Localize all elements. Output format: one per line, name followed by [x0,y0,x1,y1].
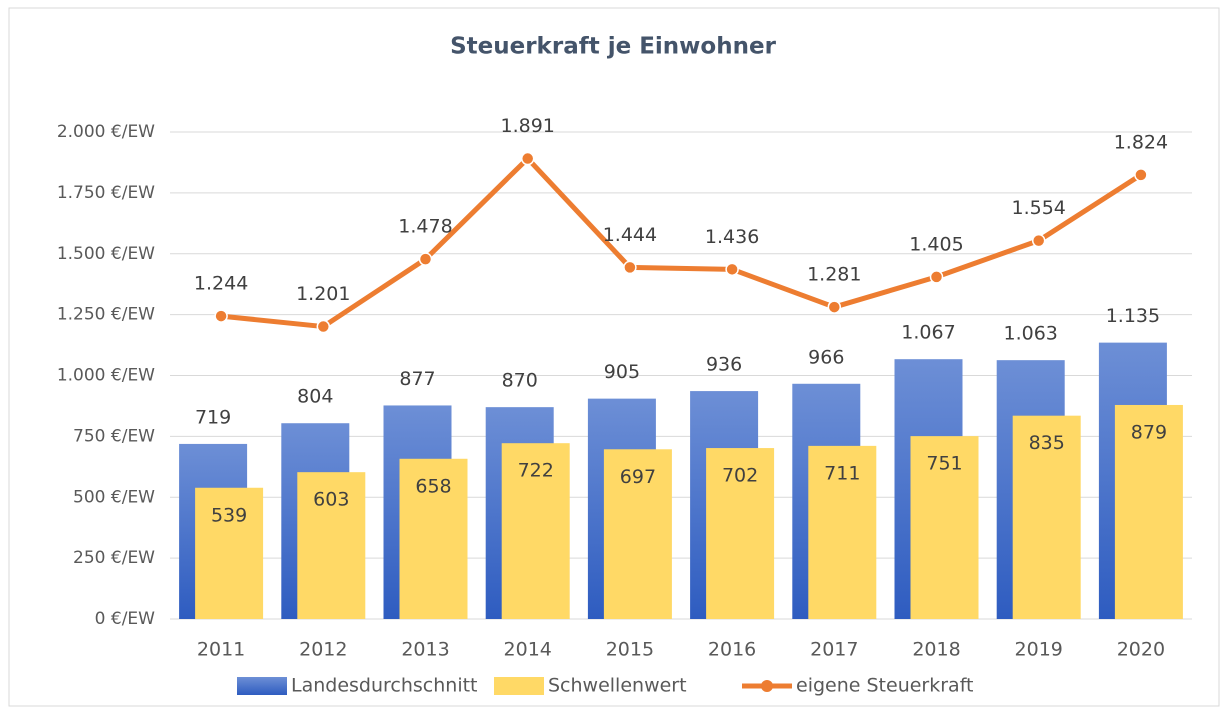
chart-title: Steuerkraft je Einwohner [450,34,776,60]
bar [195,487,264,619]
line-point [1134,168,1148,182]
data-label: 966 [808,346,844,368]
line-point [827,300,842,314]
bar [1114,404,1183,619]
data-label: 1.135 [1106,305,1160,327]
bar [706,448,775,619]
line-point [623,260,637,275]
y-tick-label: 1.250 €/EW [57,305,155,325]
data-label: 905 [604,361,640,383]
line-point [418,252,433,266]
bar [501,443,570,619]
line-point [520,151,535,166]
data-label: 702 [722,465,758,487]
x-tick-label: 2016 [708,639,756,661]
bar [910,436,979,619]
data-label: 1.444 [603,224,657,246]
legend-swatch [494,677,544,695]
data-label: 1.067 [901,322,955,344]
x-tick-label: 2014 [504,639,552,661]
line-point [1031,233,1046,248]
y-tick-label: 750 €/EW [73,426,155,446]
bar [399,458,468,619]
data-label: 711 [824,462,860,484]
y-tick-label: 1.750 €/EW [57,183,155,203]
y-tick-label: 250 €/EW [73,548,155,568]
data-label: 1.824 [1114,131,1168,153]
data-label: 722 [518,460,554,482]
bar [603,449,672,619]
data-label: 1.063 [1003,323,1057,345]
line-point [316,319,331,334]
y-tick-label: 2.000 €/EW [57,122,155,142]
x-tick-label: 2017 [810,639,858,661]
legend-swatch [761,680,773,692]
legend-label: eigene Steuerkraft [796,675,974,697]
x-tick-label: 2018 [912,639,960,661]
data-label: 804 [297,386,333,408]
data-label: 877 [399,368,435,390]
x-tick-label: 2019 [1015,639,1063,661]
line [220,156,1143,330]
data-label: 1.405 [909,233,963,255]
data-label: 870 [502,370,538,392]
data-label: 539 [211,504,247,526]
data-label: 658 [415,475,451,497]
data-label: 1.244 [194,273,248,295]
y-tick-label: 1.500 €/EW [57,244,155,264]
line-point [929,270,944,284]
data-label: 835 [1029,432,1065,454]
x-tick-label: 2013 [401,639,449,661]
data-label: 697 [620,466,656,488]
data-label: 1.436 [705,226,759,248]
data-label: 1.554 [1011,197,1065,219]
x-tick-label: 2015 [606,639,654,661]
bar [297,472,366,619]
data-label: 879 [1131,421,1167,443]
data-label: 936 [706,354,742,376]
data-label: 719 [195,406,231,428]
data-label: 1.891 [500,115,554,137]
line-point [214,309,228,323]
legend-swatch [237,677,287,695]
legend-label: Schwellenwert [548,675,687,697]
data-label: 1.281 [807,264,861,286]
data-label: 1.201 [296,283,350,305]
y-tick-label: 500 €/EW [73,487,155,507]
bar [1012,415,1081,619]
data-label: 603 [313,489,349,511]
data-label: 751 [926,453,962,475]
x-tick-label: 2012 [299,639,347,661]
bar [808,445,877,619]
y-tick-label: 1.000 €/EW [57,366,155,386]
x-tick-label: 2020 [1117,639,1165,661]
data-label: 1.478 [398,216,452,238]
x-tick-label: 2011 [197,639,245,661]
legend-label: Landesdurchschnitt [291,675,478,697]
y-tick-label: 0 €/EW [95,609,156,629]
line-point [725,262,739,277]
